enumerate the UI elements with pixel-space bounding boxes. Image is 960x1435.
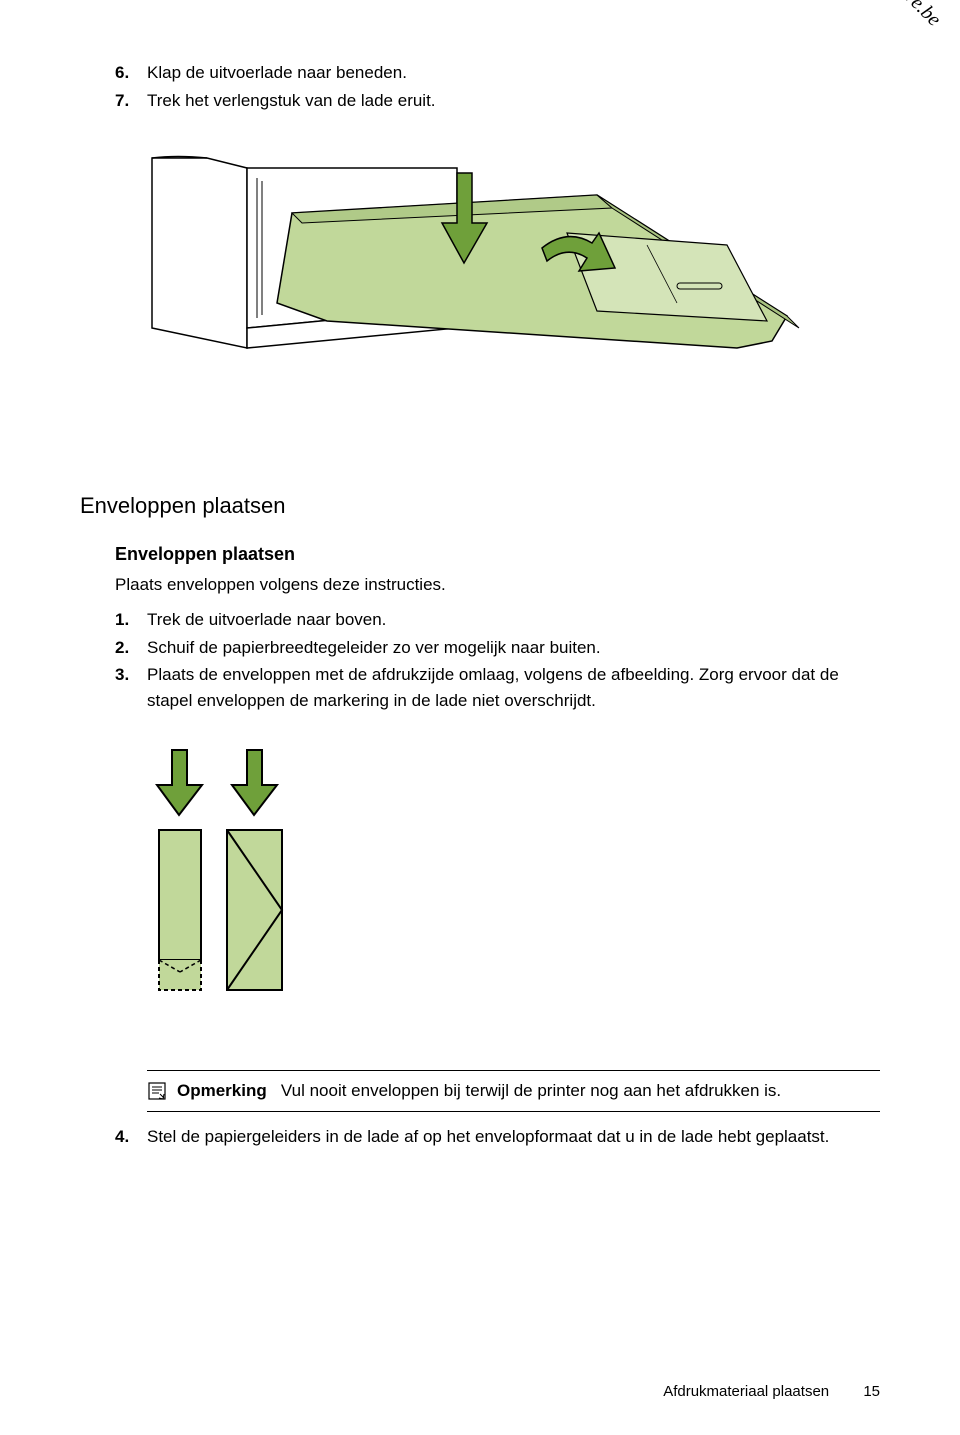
step-text: Schuif de papierbreedtegeleider zo ver m… <box>147 635 880 661</box>
envelope-orientation-diagram <box>147 740 347 1010</box>
step-num: 6. <box>115 60 147 86</box>
printer-illustration-container <box>147 138 880 443</box>
watermark-text: Downloaded from www.vandenborre.be <box>704 0 945 31</box>
step-2: 2. Schuif de papierbreedtegeleider zo ve… <box>115 635 880 661</box>
envelope-right <box>227 750 282 990</box>
step-text: Stel de papiergeleiders in de lade af op… <box>147 1124 880 1150</box>
step-num: 7. <box>115 88 147 114</box>
step-text: Klap de uitvoerlade naar beneden. <box>147 60 880 86</box>
step-num: 4. <box>115 1124 147 1150</box>
note-label: Opmerking <box>177 1081 267 1100</box>
step-num: 2. <box>115 635 147 661</box>
step-text: Trek de uitvoerlade naar boven. <box>147 607 880 633</box>
note-text: Vul nooit enveloppen bij terwijl de prin… <box>281 1081 781 1100</box>
step-4: 4. Stel de papiergeleiders in de lade af… <box>115 1124 880 1150</box>
intro-text: Plaats enveloppen volgens deze instructi… <box>115 575 880 595</box>
step-text: Trek het verlengstuk van de lade eruit. <box>147 88 880 114</box>
numbered-steps-list: 1. Trek de uitvoerlade naar boven. 2. Sc… <box>115 607 880 713</box>
step-3: 3. Plaats de enveloppen met de afdrukzij… <box>115 662 880 713</box>
step-7: 7. Trek het verlengstuk van de lade erui… <box>115 88 880 114</box>
step-1: 1. Trek de uitvoerlade naar boven. <box>115 607 880 633</box>
page-footer: Afdrukmateriaal plaatsen 15 <box>663 1383 880 1400</box>
note-icon <box>147 1081 167 1101</box>
step-num: 1. <box>115 607 147 633</box>
note-box: Opmerking Vul nooit enveloppen bij terwi… <box>147 1070 880 1112</box>
step-num: 3. <box>115 662 147 713</box>
subsection-heading: Enveloppen plaatsen <box>115 544 880 565</box>
step-text: Plaats de enveloppen met de afdrukzijde … <box>147 662 880 713</box>
section-heading: Enveloppen plaatsen <box>80 493 880 519</box>
envelope-left <box>157 750 202 990</box>
step-6: 6. Klap de uitvoerlade naar beneden. <box>115 60 880 86</box>
page-number: 15 <box>863 1383 880 1400</box>
top-steps-list: 6. Klap de uitvoerlade naar beneden. 7. … <box>115 60 880 113</box>
note-content: Opmerking Vul nooit enveloppen bij terwi… <box>177 1079 781 1103</box>
printer-tray-diagram <box>147 153 827 423</box>
footer-text: Afdrukmateriaal plaatsen <box>663 1383 829 1400</box>
